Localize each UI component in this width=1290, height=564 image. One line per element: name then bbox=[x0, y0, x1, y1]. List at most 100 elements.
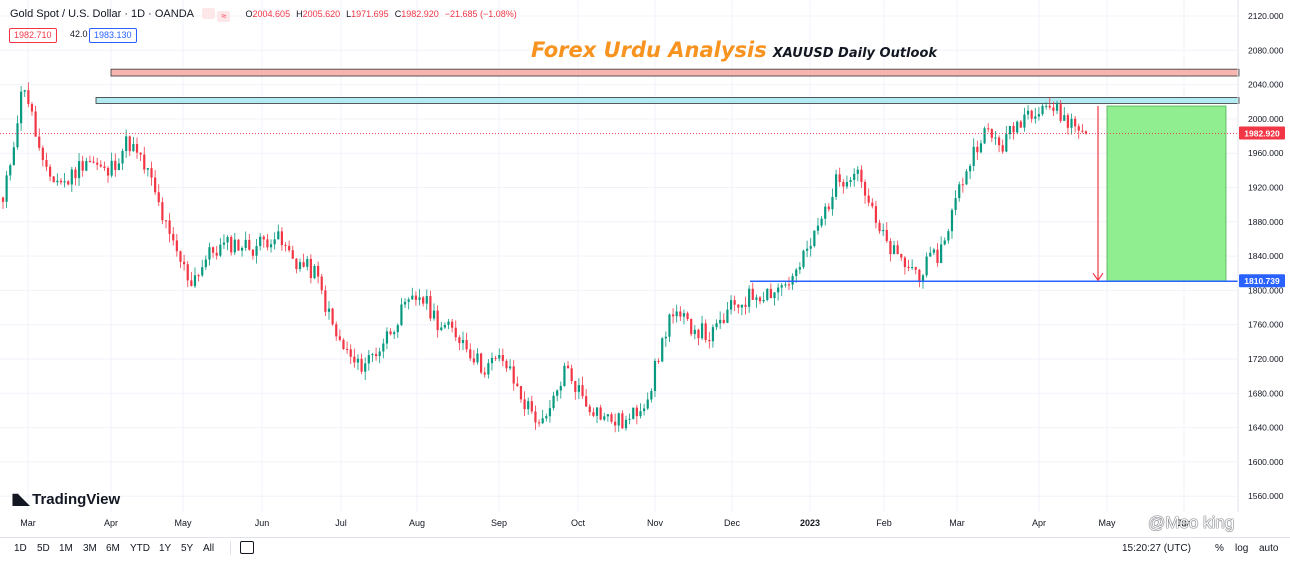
time-axis[interactable]: Mar Apr May Jun Jul Aug Sep Oct Nov Dec 2023 Feb Mar… bbox=[20, 518, 1191, 528]
candle-body bbox=[719, 319, 722, 324]
candle-body bbox=[335, 324, 338, 337]
candle-body bbox=[324, 290, 327, 312]
price-tick-label: 2120.000 bbox=[1248, 11, 1284, 21]
candle-body bbox=[1034, 116, 1037, 119]
clock[interactable]: 15:20:27 (UTC) bbox=[1122, 543, 1191, 554]
symbol-title[interactable]: Gold Spot / U.S. Dollar · 1D · OANDA bbox=[10, 8, 194, 20]
candle-body bbox=[621, 413, 624, 429]
candle-body bbox=[106, 167, 110, 176]
candle-body bbox=[896, 245, 899, 255]
timeframe-ytd[interactable]: YTD bbox=[130, 543, 150, 554]
candle-body bbox=[726, 309, 729, 323]
timeframe-6m[interactable]: 6M bbox=[106, 543, 120, 554]
price-axis[interactable]: 2120.000 2080.000 2040.000 2000.000 1960.000… bbox=[1237, 0, 1285, 512]
time-tick-label: Apr bbox=[104, 518, 118, 528]
candle-body bbox=[574, 381, 577, 392]
candle-body bbox=[96, 162, 99, 165]
candle-body bbox=[161, 202, 164, 221]
candle-body bbox=[603, 416, 606, 420]
price-tick-label: 1640.000 bbox=[1248, 423, 1284, 433]
date-range-icon[interactable] bbox=[240, 541, 254, 554]
time-tick-label: Jun bbox=[255, 518, 270, 528]
candle-body bbox=[85, 160, 88, 171]
candle-body bbox=[541, 418, 544, 424]
timeframe-5y[interactable]: 5Y bbox=[181, 543, 194, 554]
candle-body bbox=[222, 242, 226, 245]
toolbar-divider bbox=[230, 541, 231, 555]
candle-body bbox=[244, 239, 247, 248]
timeframe-1y[interactable]: 1Y bbox=[159, 543, 172, 554]
candle-body bbox=[5, 175, 8, 202]
candle-body bbox=[262, 236, 265, 240]
candle-body bbox=[74, 169, 77, 179]
candle-body bbox=[255, 246, 258, 256]
candle-body bbox=[461, 339, 465, 344]
candle-body bbox=[900, 254, 903, 258]
candle-body bbox=[798, 267, 801, 270]
candle-body bbox=[396, 325, 399, 333]
candle-body bbox=[259, 236, 262, 247]
candle-body bbox=[469, 349, 472, 359]
candle-body bbox=[943, 240, 946, 245]
candle-body bbox=[527, 401, 530, 410]
candle-body bbox=[494, 357, 497, 359]
price-tick-label: 1880.000 bbox=[1248, 217, 1284, 227]
candle-body bbox=[892, 245, 896, 255]
candle-body bbox=[816, 225, 820, 231]
buy-button[interactable]: 1983.130 bbox=[89, 28, 137, 43]
candle-body bbox=[345, 348, 349, 350]
candle-body bbox=[429, 296, 432, 319]
tradingview-logo-icon: ▮◣ bbox=[11, 491, 30, 508]
timeframe-3m[interactable]: 3M bbox=[83, 543, 97, 554]
candle-body bbox=[400, 304, 403, 326]
candle-body bbox=[860, 169, 863, 182]
candle-body bbox=[512, 366, 515, 384]
candle-body bbox=[150, 168, 153, 178]
candle-body bbox=[411, 295, 414, 300]
candle-body bbox=[9, 165, 12, 176]
visibility-icon[interactable] bbox=[202, 8, 216, 19]
candle-body bbox=[947, 231, 950, 241]
candle-body bbox=[983, 128, 986, 144]
percent-toggle[interactable]: % bbox=[1215, 543, 1224, 554]
price-tick-label: 2080.000 bbox=[1248, 45, 1284, 55]
timeframe-1d[interactable]: 1D bbox=[14, 543, 27, 554]
auto-toggle[interactable]: auto bbox=[1259, 543, 1279, 554]
price-tick-label: 1920.000 bbox=[1248, 183, 1284, 193]
timeframe-1m[interactable]: 1M bbox=[59, 543, 73, 554]
candle-body bbox=[201, 267, 204, 276]
candle-body bbox=[385, 331, 389, 344]
candle-body bbox=[186, 264, 189, 281]
candle-body bbox=[226, 237, 229, 243]
candle-body bbox=[936, 249, 939, 264]
candle-body bbox=[802, 250, 805, 268]
price-tick-label: 1800.000 bbox=[1248, 285, 1284, 295]
chart-grid bbox=[0, 0, 1238, 512]
candle-body bbox=[1084, 131, 1088, 134]
target-price-badge bbox=[1239, 274, 1285, 288]
candle-body bbox=[784, 284, 787, 286]
wave-icon[interactable]: ≈ bbox=[217, 11, 231, 22]
candle-body bbox=[617, 413, 620, 426]
log-toggle[interactable]: log bbox=[1235, 543, 1249, 554]
candle-body bbox=[327, 308, 331, 312]
candle-body bbox=[682, 313, 686, 317]
candle-body bbox=[715, 323, 718, 328]
close-value: 1982.920 bbox=[401, 9, 439, 19]
candle-body bbox=[317, 265, 320, 277]
candle-body bbox=[791, 276, 794, 285]
time-tick-label: Nov bbox=[647, 518, 664, 528]
candle-body bbox=[302, 262, 305, 267]
sell-button[interactable]: 1982.710 bbox=[9, 28, 57, 43]
candle-body bbox=[215, 252, 218, 256]
candle-body bbox=[233, 239, 236, 253]
candle-body bbox=[382, 343, 385, 352]
candle-body bbox=[1059, 104, 1062, 121]
candle-body bbox=[871, 202, 874, 207]
timeframe-all[interactable]: All bbox=[203, 543, 215, 554]
timeframe-5d[interactable]: 5D bbox=[37, 543, 50, 554]
tradingview-logo[interactable]: ▮◣ TradingView bbox=[11, 491, 121, 508]
candle-body bbox=[990, 129, 993, 138]
candle-body bbox=[92, 161, 95, 163]
